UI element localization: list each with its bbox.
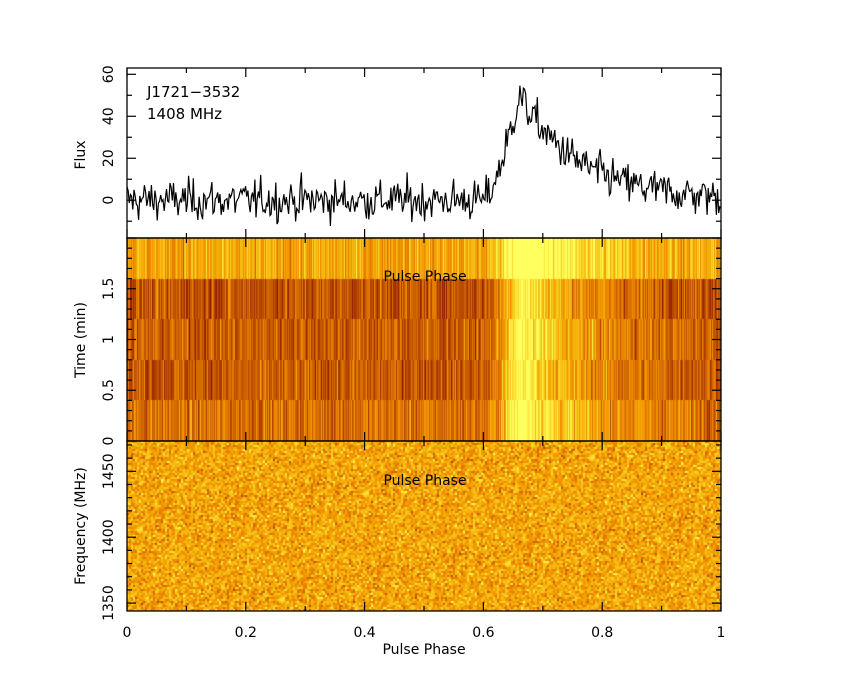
frequency-tick-label: 1400: [101, 519, 117, 555]
x-tick-label: 1: [717, 625, 726, 641]
flux-tick-label: 0: [101, 196, 117, 205]
time-tick-label: 0: [101, 437, 117, 446]
x-axis-label: Pulse Phase: [382, 642, 465, 658]
x-tick-label: 0.2: [235, 625, 257, 641]
x-tick-label: 0.4: [353, 625, 375, 641]
frequency-annotation: 1408 MHz: [147, 105, 222, 123]
x-tick-label: 0: [123, 625, 132, 641]
frequency-phase-heatmap: [127, 441, 721, 611]
frequency-tick-label: 1350: [101, 585, 117, 621]
axes: 0 0.2 0.4 0.6 0.8 1 0 20 40 60 0 0.5 1 1.5 1350 1400 145…: [101, 65, 725, 641]
source-name: J1721−3532: [146, 83, 240, 101]
flux-tick-label: 20: [101, 149, 117, 167]
panel-frame-2: [126, 440, 722, 612]
time-tick-label: 0.5: [101, 379, 117, 401]
freq-panel-overlay-label: Pulse Phase: [383, 473, 466, 489]
frequency-axis-label: Frequency (MHz): [73, 467, 89, 585]
flux-axis-label: Flux: [73, 140, 89, 169]
frequency-tick-label: 1450: [101, 453, 117, 489]
time-axis-label: Time (min): [73, 302, 89, 379]
time-tick-label: 1: [101, 335, 117, 344]
time-tick-label: 1.5: [101, 278, 117, 300]
profile-line: [126, 85, 722, 227]
x-tick-label: 0.6: [472, 625, 494, 641]
profile-panel: J1721−3532 1408 MHz Flux: [73, 83, 722, 227]
flux-tick-label: 40: [101, 107, 117, 125]
time-phase-heatmap: [127, 238, 721, 441]
time-panel-overlay-label: Pulse Phase: [383, 269, 466, 285]
flux-tick-label: 60: [101, 65, 117, 83]
x-tick-label: 0.8: [591, 625, 613, 641]
